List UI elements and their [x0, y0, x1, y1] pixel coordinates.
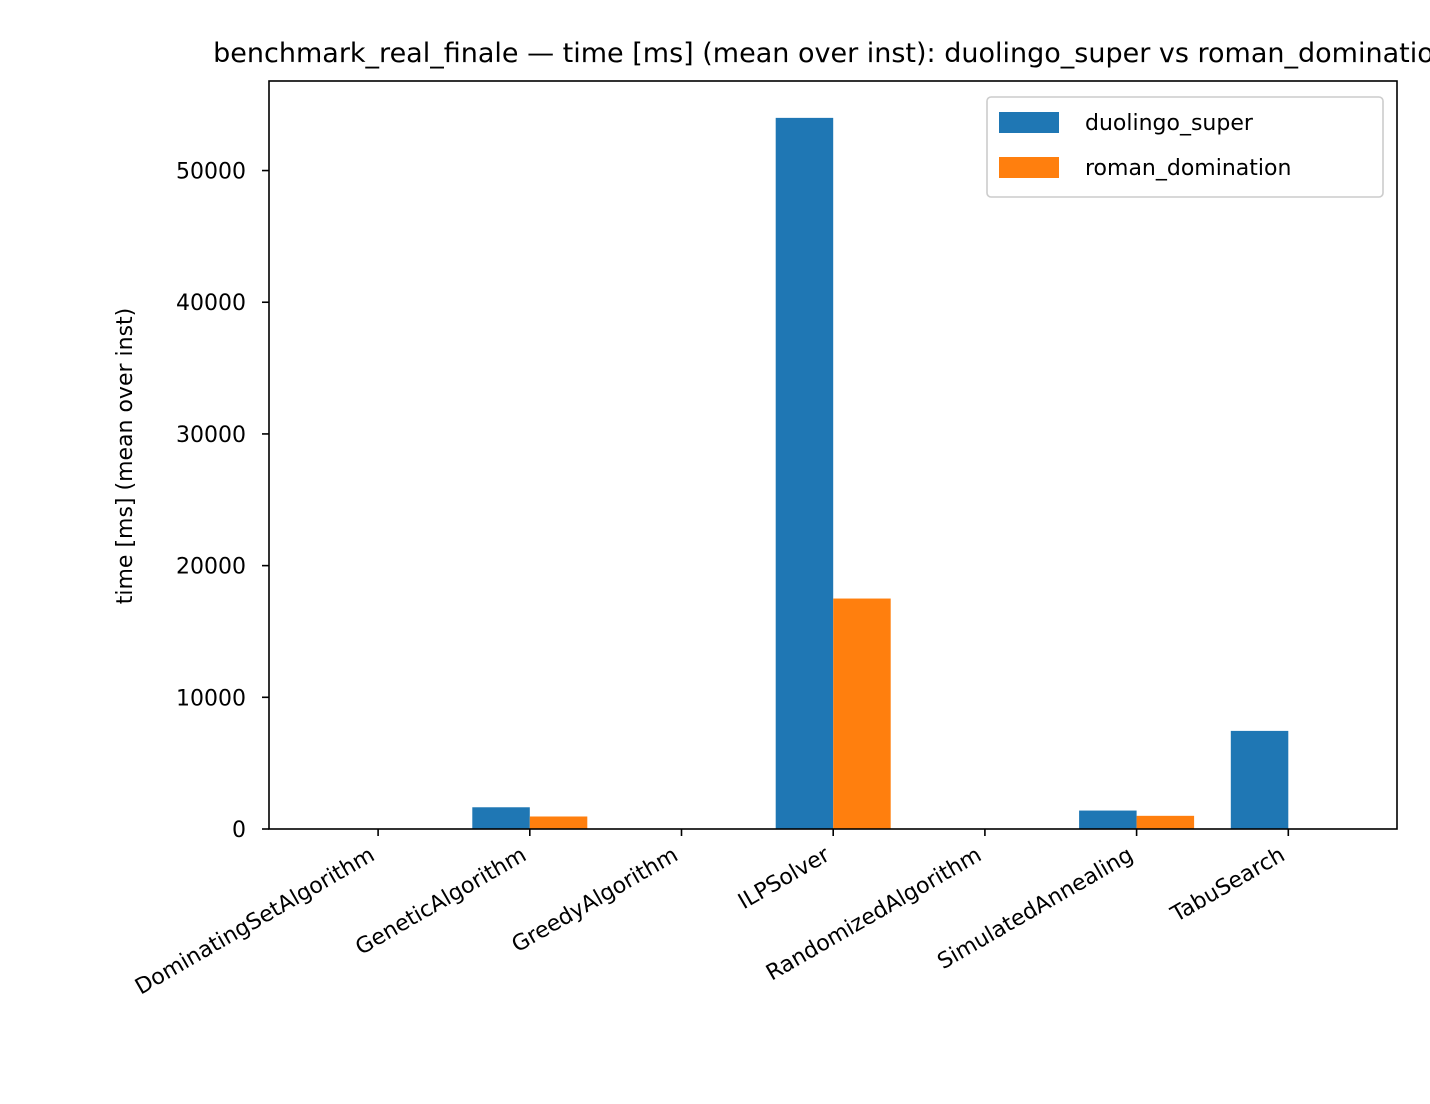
bar-roman_domination-ILPSolver — [833, 598, 891, 829]
y-tick-label: 50000 — [176, 160, 246, 185]
chart-title: benchmark_real_finale — time [ms] (mean … — [213, 38, 1430, 69]
legend-swatch-roman_domination — [999, 157, 1059, 178]
y-tick-label: 40000 — [176, 291, 246, 316]
legend-swatch-duolingo_super — [999, 112, 1059, 133]
bar-duolingo_super-ILPSolver — [775, 117, 834, 830]
y-tick-label: 30000 — [176, 423, 246, 448]
y-tick-label: 10000 — [176, 686, 246, 711]
legend-label-duolingo_super: duolingo_super — [1085, 111, 1254, 136]
legend-label-roman_domination: roman_domination — [1085, 156, 1291, 181]
y-tick-label: 20000 — [176, 555, 246, 580]
bar-roman_domination-GeneticAlgorithm — [529, 816, 588, 829]
bar-duolingo_super-TabuSearch — [1230, 730, 1289, 829]
y-tick-label: 0 — [232, 818, 246, 843]
bar-duolingo_super-GeneticAlgorithm — [472, 807, 530, 829]
bar-duolingo_super-SimulatedAnnealing — [1079, 810, 1137, 829]
bar-roman_domination-SimulatedAnnealing — [1136, 815, 1195, 829]
y-axis-label: time [ms] (mean over inst) — [113, 308, 138, 605]
legend-box — [986, 96, 1384, 198]
legend: duolingo_super roman_domination — [986, 96, 1384, 198]
bars-layer — [472, 117, 1289, 830]
